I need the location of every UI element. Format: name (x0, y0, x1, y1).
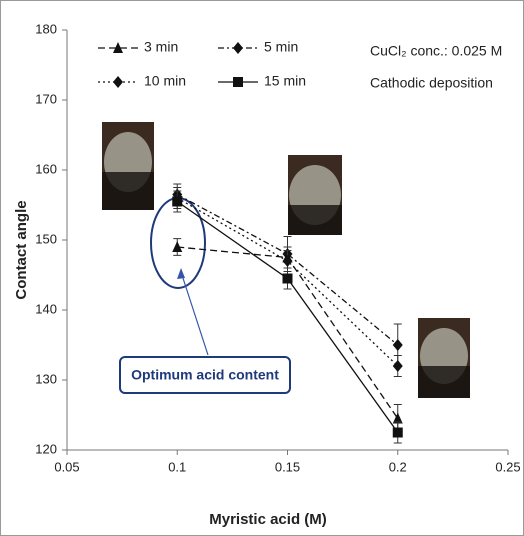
y-tick-label: 180 (35, 21, 57, 36)
marker (282, 255, 293, 267)
y-tick-label: 120 (35, 441, 57, 456)
annotation: Optimum acid content (131, 367, 279, 383)
y-tick-label: 140 (35, 301, 57, 316)
arrow-head (177, 268, 185, 279)
y-axis-label: Contact angle (13, 200, 30, 299)
marker (282, 273, 293, 284)
marker (392, 339, 403, 351)
legend-label: 15 min (264, 73, 306, 89)
x-tick-label: 0.1 (168, 459, 186, 474)
x-tick-label: 0.25 (495, 459, 520, 474)
legend-marker (113, 76, 123, 88)
y-tick-label: 170 (35, 91, 57, 106)
legend-label: 3 min (144, 39, 178, 55)
legend-marker (113, 42, 123, 53)
y-tick-label: 130 (35, 371, 57, 386)
marker (392, 360, 403, 372)
annotation: CuCl₂ conc.: 0.025 M (370, 43, 502, 59)
legend-marker (233, 77, 243, 87)
legend-marker (233, 42, 243, 54)
x-tick-label: 0.2 (389, 459, 407, 474)
droplet-photo (102, 122, 154, 210)
droplet-photo (418, 318, 470, 398)
x-tick-label: 0.05 (54, 459, 79, 474)
x-axis-label: Myristic acid (M) (209, 511, 327, 528)
y-tick-label: 160 (35, 161, 57, 176)
legend-label: 5 min (264, 39, 298, 55)
annotation-box (119, 356, 291, 394)
droplet-photo (288, 155, 342, 235)
x-tick-label: 0.15 (275, 459, 300, 474)
marker (172, 241, 183, 252)
annotation: Cathodic deposition (370, 75, 493, 91)
marker (172, 196, 183, 207)
marker (392, 427, 403, 438)
legend-label: 10 min (144, 73, 186, 89)
marker (392, 412, 403, 424)
series-line (176, 193, 399, 346)
arrow (180, 271, 209, 356)
y-tick-label: 150 (35, 231, 57, 246)
